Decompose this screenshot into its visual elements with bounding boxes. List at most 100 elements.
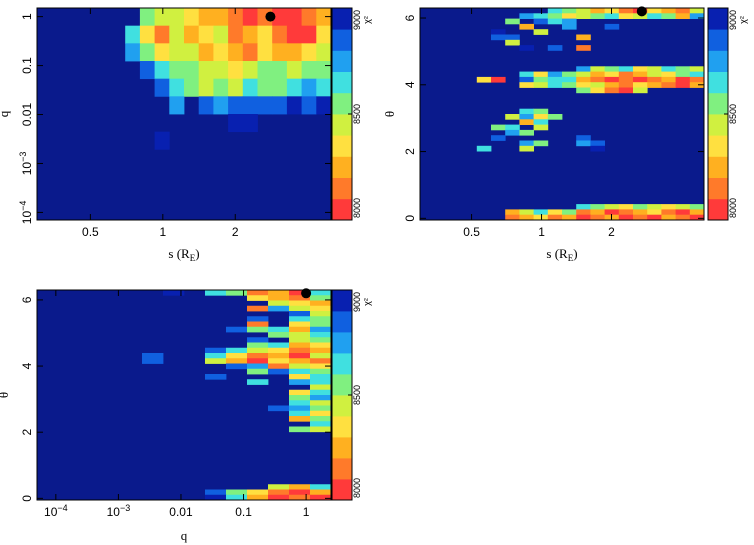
y-tick-label: 0 xyxy=(20,495,34,502)
heatmap-cell xyxy=(289,416,311,422)
heatmap-cell xyxy=(590,87,605,94)
heatmap-cell xyxy=(272,96,288,115)
heatmap-cell xyxy=(268,363,290,370)
heatmap-cell xyxy=(533,13,549,19)
heatmap-cell xyxy=(576,204,591,210)
heatmap-cell xyxy=(289,368,311,375)
heatmap-cell xyxy=(547,76,563,83)
heatmap-cell xyxy=(604,82,620,88)
heatmap-cell xyxy=(242,8,258,27)
heatmap-cell xyxy=(547,13,563,19)
heatmap-cell xyxy=(247,347,269,354)
heatmap-cell xyxy=(310,405,332,412)
heatmap-cell xyxy=(519,214,534,221)
heatmap-cell xyxy=(590,82,605,88)
heatmap-cell xyxy=(590,214,605,221)
x-axis-label: s (RE) xyxy=(546,246,577,263)
heatmap-cell xyxy=(316,25,332,44)
heatmap-cell xyxy=(213,25,229,44)
heatmap-cell xyxy=(316,78,332,97)
heatmap-cell xyxy=(689,76,705,83)
heatmap-cells xyxy=(125,8,332,150)
heatmap-cell xyxy=(533,82,549,88)
heatmap-cell xyxy=(228,61,244,80)
heatmap-cell xyxy=(533,18,549,25)
heatmap-cell xyxy=(272,43,288,62)
heatmap-cell xyxy=(268,290,290,296)
heatmap-cell xyxy=(310,368,332,375)
heatmap-cell xyxy=(289,347,311,354)
heatmap-cell xyxy=(286,8,302,27)
panel-s-theta: 0.5 1 2 0 2 4 6 s (RE) θ 8000 8500 9000 χ² xyxy=(382,6,748,263)
heatmap-cell xyxy=(310,295,332,301)
heatmap-cell xyxy=(213,61,229,80)
heatmap-cell xyxy=(289,332,311,338)
heatmap-cell xyxy=(247,368,269,375)
heatmap-cell xyxy=(247,342,269,349)
heatmap-cell xyxy=(125,25,141,44)
heatmap-cell xyxy=(491,76,506,83)
heatmap-cell xyxy=(618,209,634,216)
heatmap-cell xyxy=(205,494,227,501)
heatmap-cell xyxy=(675,71,691,78)
heatmap-cell xyxy=(289,342,311,349)
heatmap-cell xyxy=(268,332,290,338)
heatmap-cell xyxy=(576,76,591,83)
heatmap-cell xyxy=(154,43,170,62)
heatmap-cell xyxy=(547,8,563,14)
heatmap-cell xyxy=(689,71,705,78)
colorbar-segment xyxy=(708,8,728,30)
heatmap-cell xyxy=(590,13,605,19)
heatmap-cell xyxy=(562,18,577,25)
x-axis-label-subscript: E xyxy=(568,253,574,263)
heatmap-cell xyxy=(590,8,605,14)
colorbar: 8000 8500 9000 χ² xyxy=(707,7,748,221)
x-tick-label: 10−3 xyxy=(107,503,131,519)
heatmap-cell xyxy=(547,82,563,88)
colorbar-segment xyxy=(332,177,352,200)
colorbar-segment xyxy=(332,29,352,51)
heatmap-cell xyxy=(310,400,332,406)
heatmap-cell xyxy=(301,96,317,115)
colorbar-segment xyxy=(332,114,352,136)
heatmap-cell xyxy=(289,311,311,317)
heatmap-cell xyxy=(519,209,534,216)
heatmap-cell xyxy=(661,66,676,72)
y-tick-label: 10−3 xyxy=(18,152,34,176)
heatmap-cell xyxy=(286,96,302,115)
heatmap-cell xyxy=(689,66,705,72)
heatmap-cell xyxy=(661,209,676,216)
heatmap-cell xyxy=(257,78,273,97)
heatmap-cell xyxy=(228,43,244,62)
colorbar-segment xyxy=(332,374,352,396)
heatmap-cell xyxy=(286,43,302,62)
heatmap-cell xyxy=(242,25,258,44)
heatmap-cell xyxy=(590,140,605,147)
heatmap-cell xyxy=(247,379,269,385)
y-tick-label: 6 xyxy=(20,296,34,303)
heatmap-cell xyxy=(576,140,591,147)
heatmap-cell xyxy=(289,484,311,490)
heatmap-cell xyxy=(618,13,634,19)
heatmap-cell xyxy=(310,326,332,333)
heatmap-cell xyxy=(242,61,258,80)
y-tick-exponent: −4 xyxy=(18,201,28,211)
x-axis-label-close: ) xyxy=(573,246,577,261)
heatmap-cell xyxy=(505,209,520,216)
heatmap-cell xyxy=(675,66,691,72)
heatmap-cell xyxy=(301,25,317,44)
heatmap-cell xyxy=(125,43,141,62)
heatmap-cell xyxy=(547,71,563,78)
heatmap-cell xyxy=(310,421,332,427)
heatmap-cell xyxy=(576,13,591,19)
heatmap-cell xyxy=(633,13,648,19)
heatmap-cell xyxy=(590,145,605,152)
heatmap-cell xyxy=(268,305,290,312)
heatmap-cell xyxy=(562,71,577,78)
heatmap-cell xyxy=(213,8,229,27)
heatmap-cell xyxy=(675,204,691,210)
heatmap-cell xyxy=(310,290,332,296)
heatmap-cell xyxy=(289,363,311,370)
heatmap-cell xyxy=(533,214,549,221)
